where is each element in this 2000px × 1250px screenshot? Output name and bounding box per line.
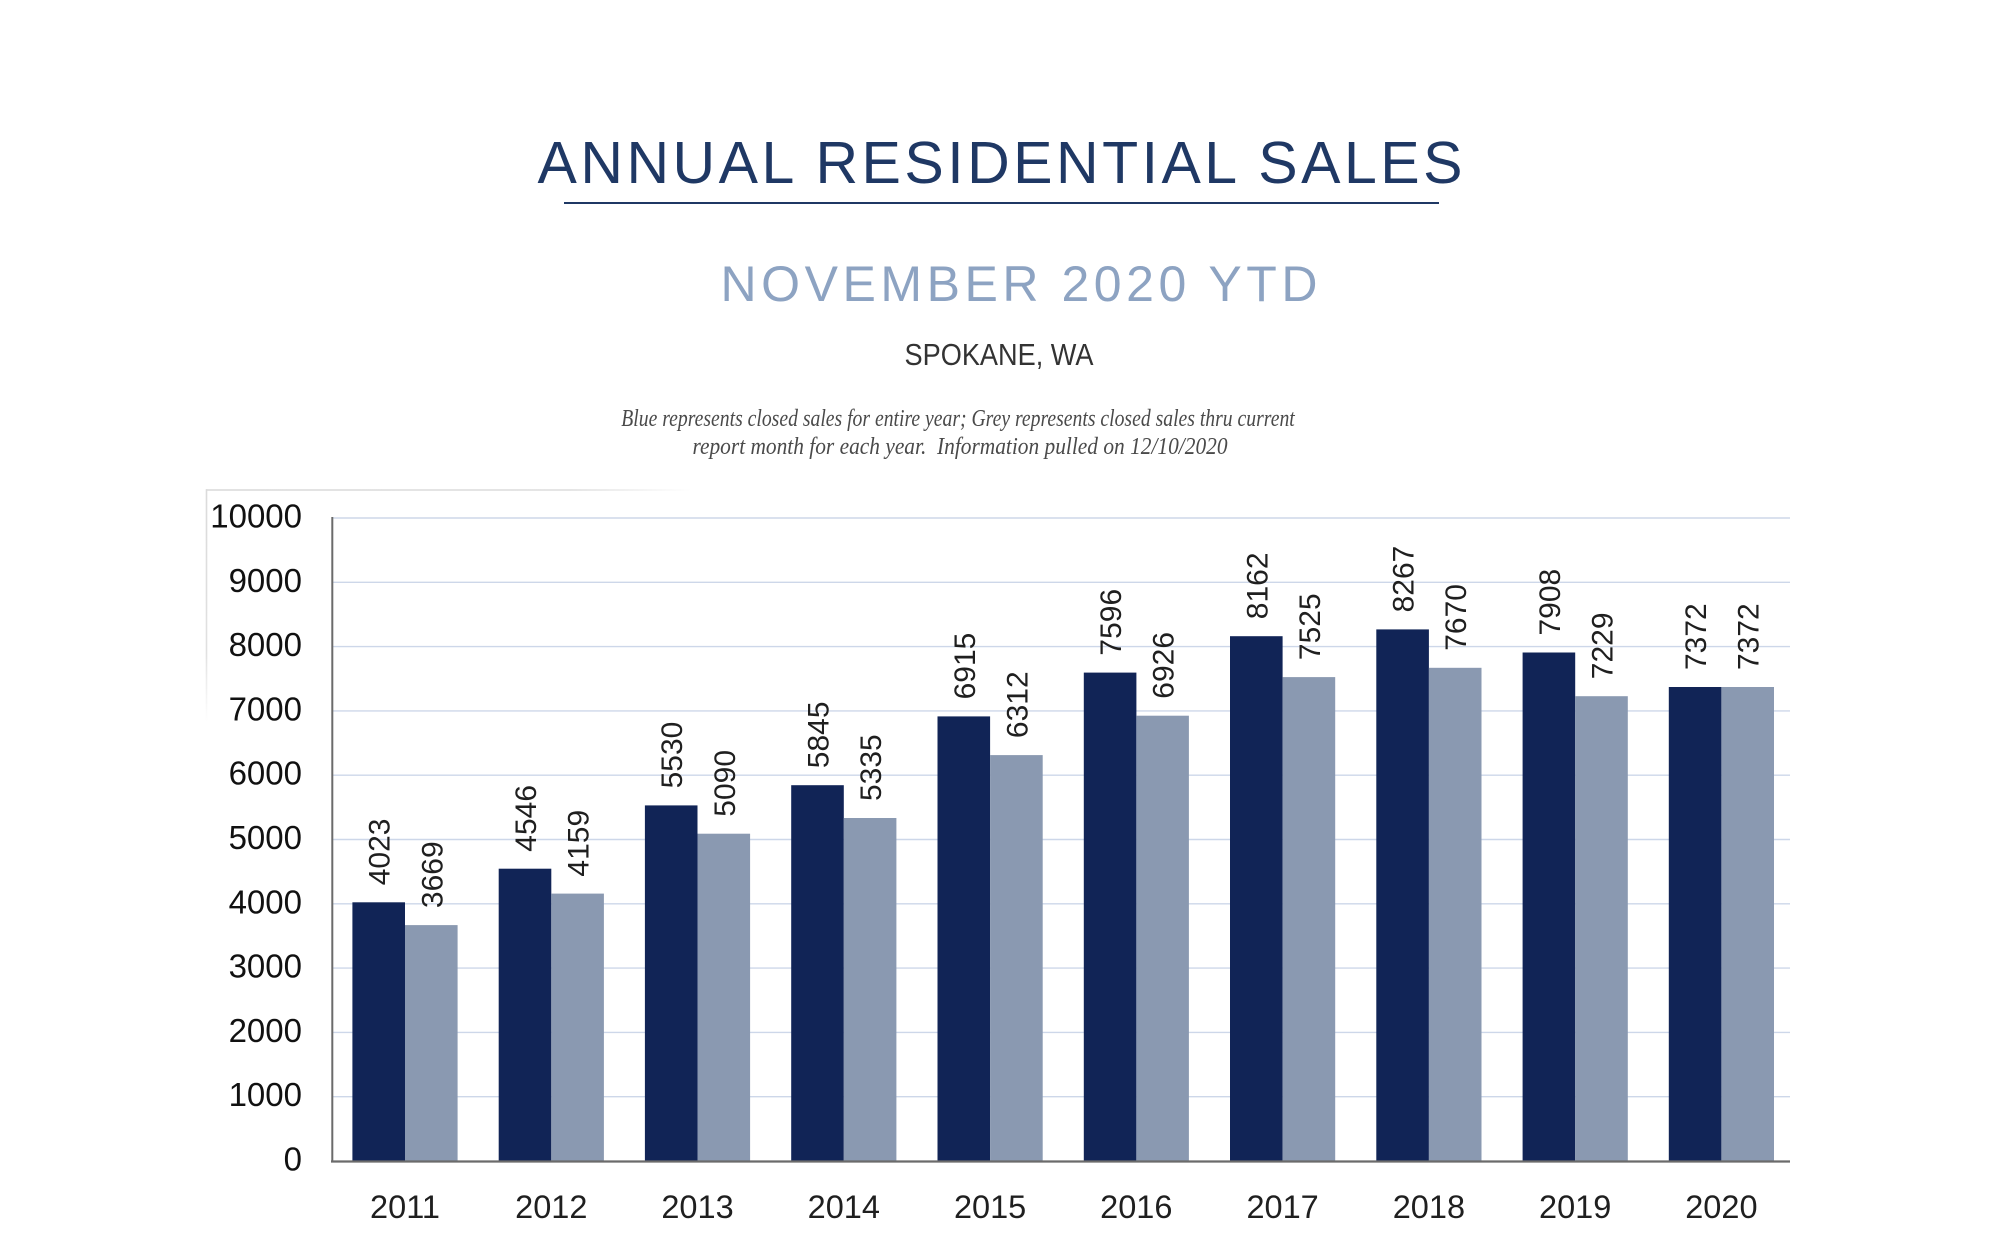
svg-text:8162: 8162 <box>1241 552 1274 619</box>
svg-text:7670: 7670 <box>1440 584 1473 651</box>
svg-text:5000: 5000 <box>229 819 302 856</box>
svg-text:6000: 6000 <box>229 755 302 792</box>
svg-text:2017: 2017 <box>1246 1189 1318 1225</box>
svg-text:7000: 7000 <box>229 690 302 727</box>
svg-text:5090: 5090 <box>709 750 742 817</box>
svg-text:8000: 8000 <box>229 626 302 663</box>
svg-text:3669: 3669 <box>416 841 449 908</box>
svg-text:5530: 5530 <box>656 722 689 789</box>
svg-text:4000: 4000 <box>229 883 302 920</box>
svg-text:2016: 2016 <box>1100 1189 1172 1225</box>
svg-text:2012: 2012 <box>515 1189 587 1225</box>
svg-text:9000: 9000 <box>229 562 302 599</box>
svg-text:6926: 6926 <box>1148 632 1181 699</box>
svg-text:2013: 2013 <box>661 1189 733 1225</box>
svg-text:2020: 2020 <box>1685 1189 1757 1225</box>
svg-text:7525: 7525 <box>1294 593 1327 660</box>
svg-text:1000: 1000 <box>229 1076 302 1113</box>
svg-text:7372: 7372 <box>1733 603 1766 670</box>
svg-text:2018: 2018 <box>1393 1189 1465 1225</box>
svg-text:0: 0 <box>284 1141 302 1178</box>
svg-text:8267: 8267 <box>1388 546 1421 613</box>
svg-text:2000: 2000 <box>229 1012 302 1049</box>
svg-text:5845: 5845 <box>803 701 836 768</box>
svg-text:2019: 2019 <box>1539 1189 1611 1225</box>
svg-text:6915: 6915 <box>949 633 982 700</box>
svg-text:2014: 2014 <box>808 1189 880 1225</box>
svg-text:4023: 4023 <box>364 819 397 886</box>
svg-text:5335: 5335 <box>855 734 888 801</box>
svg-text:7229: 7229 <box>1587 612 1620 679</box>
svg-text:6312: 6312 <box>1001 671 1034 738</box>
svg-text:4159: 4159 <box>563 810 596 877</box>
svg-text:7372: 7372 <box>1680 603 1713 670</box>
svg-text:4546: 4546 <box>510 785 543 852</box>
svg-text:2015: 2015 <box>954 1189 1026 1225</box>
svg-text:7596: 7596 <box>1095 589 1128 656</box>
svg-text:7908: 7908 <box>1534 569 1567 636</box>
svg-text:3000: 3000 <box>229 948 302 985</box>
svg-text:10000: 10000 <box>210 498 302 535</box>
svg-text:2011: 2011 <box>370 1189 440 1225</box>
